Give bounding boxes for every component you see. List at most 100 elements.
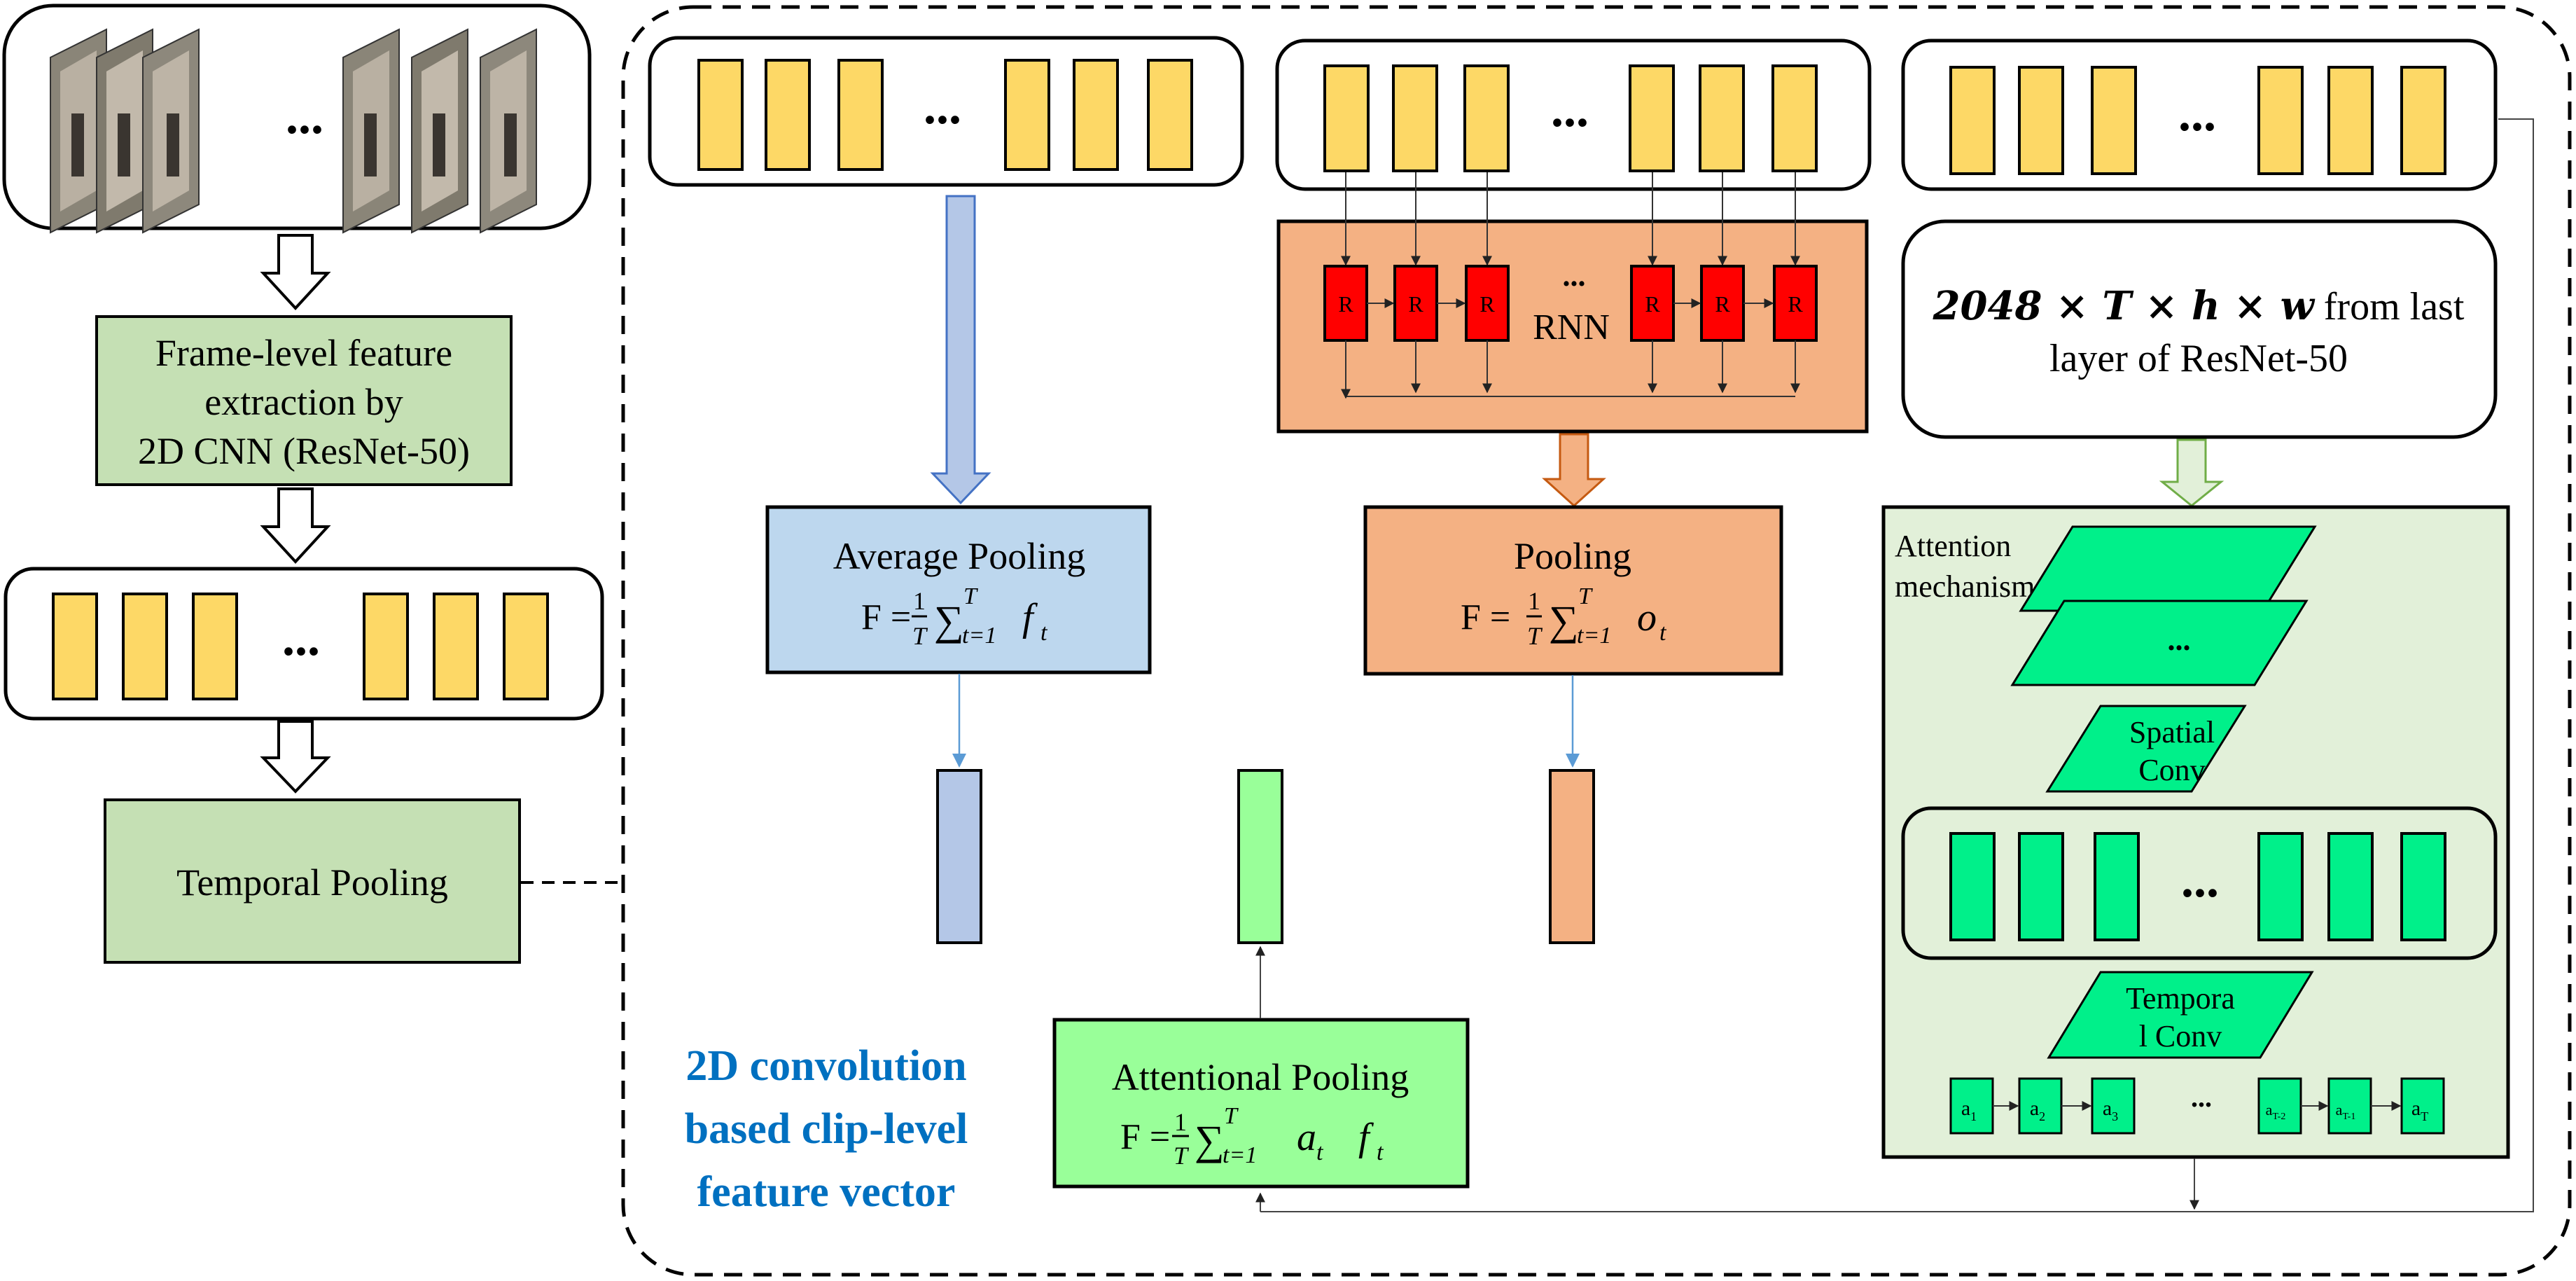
temporal-weights-dots: ... [2181,852,2219,908]
temporal-conv-label-1: Tempora [2126,981,2235,1016]
att-term-a-sub: t [1316,1140,1324,1165]
attention-weight-label: a1 [1961,1097,1977,1123]
frames-dots: ... [286,88,323,144]
avg-dots: ... [924,78,961,134]
rnn-cell-label: R [1715,291,1730,317]
att-features-dots: ... [2178,85,2216,141]
rnn-branch: ... R R R R R R [1275,39,1872,944]
video-frames-right [342,28,537,234]
avg-sum-sup: T [963,583,978,609]
rnn-input-lines [1341,172,1800,266]
attentional-pooling-title: Attentional Pooling [1112,1056,1409,1098]
resnet-dims: 2048 × T × h × w [1933,283,2316,329]
frame-feature-bars [52,593,549,700]
attentional-pooling-box [1052,1018,1470,1189]
attention-mechanism-label-2: mechanism [1895,569,2035,604]
att-feature-bars [1949,66,2446,175]
extraction-label-line3: 2D CNN (ResNet-50) [138,430,470,472]
caption-line-3: feature vector [697,1168,956,1216]
frame-feature-extraction-box [95,315,513,486]
extraction-label-line2: extraction by [204,381,403,423]
rnn-inner-dots: ... [1563,258,1586,293]
att-frac-num: 1 [1174,1108,1187,1136]
attention-weight-label: aT-1 [2336,1101,2356,1122]
resnet-output-line1: 2048 × T × h × w from last [1933,283,2465,329]
rnn-sum-sub: t=1 [1577,623,1611,649]
resnet-from-last: from last [2314,285,2465,328]
attention-weights [1949,1077,2445,1135]
att-frac-den: T [1174,1142,1190,1170]
att-clip-vector [1237,769,1283,944]
att-sum-sub: t=1 [1223,1142,1257,1168]
down-arrow-1 [260,234,331,310]
temporal-conv-shape [2047,971,2314,1059]
rnn-feature-bars [1323,64,1818,172]
attention-weights-dots: ... [2191,1081,2212,1113]
rnn-pooling-box [1363,505,1783,676]
spatial-conv-shape [2045,705,2247,793]
attention-weight-cell [2018,1077,2063,1135]
spatial-conv-label-2: Conv [2138,753,2205,787]
rnn-term: o [1637,596,1657,639]
rnn-cell-label: R [1338,291,1353,317]
video-frames-left [50,28,200,234]
average-pooling-formula: F = 1 T ∑ T t=1 f t [861,583,1048,650]
avg-formula-lhs: F = [861,597,911,637]
rnn-sum-symbol: ∑ [1549,597,1579,644]
average-pooling-box [765,505,1152,674]
rnn-down-arrow [1542,433,1606,508]
attention-weight-cell [2327,1077,2372,1135]
spatial-conv-label-1: Spatial [2129,715,2215,749]
caption: 2D convolution based clip-level feature … [685,1042,968,1216]
caption-line-2: based clip-level [685,1105,968,1153]
att-down-arrow [2159,438,2225,507]
attention-weight-label: a3 [2103,1097,2118,1123]
rnn-sum-sup: T [1578,583,1593,609]
clip-level-container [621,5,2572,1277]
avg-down-arrow [930,195,991,505]
att-term-a: a [1297,1116,1316,1159]
att-formula-lhs: F = [1120,1117,1170,1157]
rnn-frac-den: T [1527,622,1543,650]
attentional-pooling-formula: F = 1 T ∑ T t=1 a t f t [1120,1103,1384,1170]
attention-map-back [2019,525,2317,612]
attention-weight-labels: a1 a2 a3 aT-2 aT-1 aT [1961,1097,2428,1123]
avg-frac-den: T [912,622,928,650]
rnn-pooling-title: Pooling [1514,535,1631,577]
rnn-cell [1700,265,1745,342]
attention-weight-label: aT [2411,1097,2428,1123]
rnn-term-sub: t [1659,620,1667,646]
attention-weight-cell [2257,1077,2302,1135]
rnn-pooling-formula: F = 1 T ∑ T t=1 o t [1461,583,1667,650]
attention-feedback-lines [1255,118,2534,1212]
attention-weight-cell [2400,1077,2445,1135]
rnn-clip-vector [1549,769,1595,944]
rnn-cell [1465,265,1510,342]
attention-stack-dots: ... [2168,623,2191,657]
avg-sum-sub: t=1 [962,623,996,649]
avg-term-sub: t [1040,620,1048,646]
attention-map-front [2010,600,2309,686]
rnn-cell-label: R [1480,291,1495,317]
rnn-output-lines [1341,340,1800,399]
avg-sum-symbol: ∑ [934,597,964,644]
rnn-cell-label: R [1788,291,1803,317]
att-sum-symbol: ∑ [1195,1117,1225,1163]
attention-weight-cell [2091,1077,2136,1135]
rnn-formula-lhs: F = [1461,597,1510,637]
down-arrow-2 [260,487,331,564]
attention-weight-label: aT-2 [2266,1101,2286,1122]
temporal-pooling-label: Temporal Pooling [176,861,448,903]
avg-clip-vector [936,769,982,944]
rnn-label: RNN [1533,307,1610,347]
attention-branch: ... 2048 × T × h × w from last layer of … [1052,39,2534,1212]
caption-line-1: 2D convolution [685,1042,966,1090]
rnn-cell-labels: R R R R R R [1338,291,1803,317]
rnn-cell-label: R [1408,291,1423,317]
average-pooling-branch: ... Average Pooling F = 1 T ∑ T t=1 f t [648,36,1244,944]
attention-mechanism-label-1: Attention [1895,529,2011,563]
temporal-pooling-box [104,798,521,964]
temporal-conv-label-2: l Conv [2139,1019,2222,1053]
rnn-frac-num: 1 [1528,587,1540,615]
